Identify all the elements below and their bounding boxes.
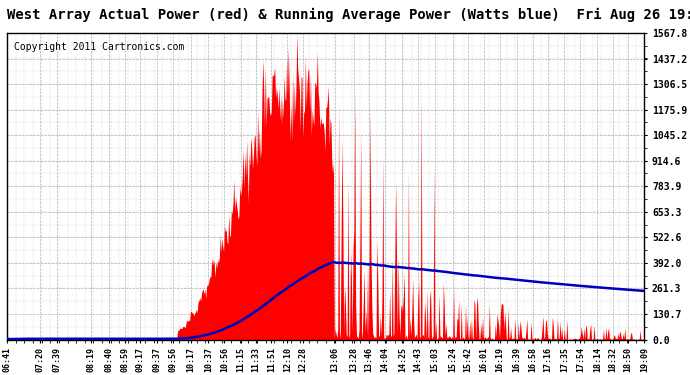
Text: Copyright 2011 Cartronics.com: Copyright 2011 Cartronics.com: [14, 42, 184, 52]
Text: West Array Actual Power (red) & Running Average Power (Watts blue)  Fri Aug 26 1: West Array Actual Power (red) & Running …: [7, 8, 690, 22]
